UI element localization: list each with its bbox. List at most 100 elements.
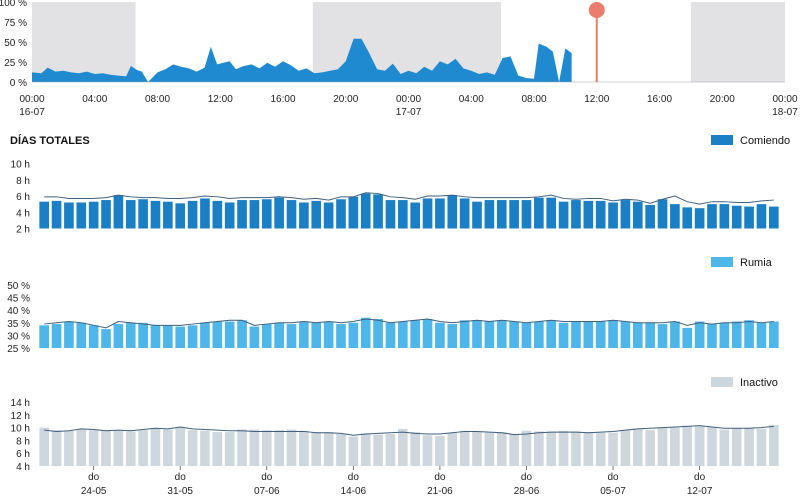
- bar: [187, 430, 198, 466]
- bar: [744, 320, 754, 348]
- bar: [348, 196, 359, 229]
- y-tick-label: 10 h: [11, 160, 30, 171]
- y-tick-label: 6 h: [16, 449, 30, 460]
- bar: [51, 430, 62, 466]
- bar: [657, 199, 668, 229]
- x-tick-date: 07-06: [254, 486, 280, 497]
- bar: [422, 319, 433, 348]
- bar: [101, 430, 111, 466]
- y-tick-label: 0 %: [10, 78, 27, 89]
- bar: [373, 434, 383, 466]
- x-tick-date: 24-05: [81, 486, 107, 497]
- bar: [385, 434, 396, 466]
- bar: [323, 202, 334, 229]
- bar: [768, 425, 779, 466]
- bar: [286, 324, 297, 348]
- bar: [571, 321, 581, 348]
- bar: [670, 321, 680, 348]
- bar: [113, 195, 124, 229]
- y-tick-label: 4 h: [16, 208, 30, 219]
- bar: [249, 326, 260, 348]
- bar: [64, 202, 74, 229]
- x-tick-date: 17-07: [396, 107, 422, 118]
- x-tick-label: do: [261, 472, 273, 483]
- x-tick-date: 16-07: [19, 107, 45, 118]
- bar: [595, 321, 606, 348]
- x-tick-date: 14-06: [341, 486, 367, 497]
- bar: [595, 432, 606, 466]
- bar: [707, 426, 717, 466]
- bar: [509, 434, 519, 466]
- x-tick-label: do: [175, 472, 187, 483]
- x-tick-date: 18-07: [772, 107, 798, 118]
- bar: [694, 426, 705, 466]
- legend-inactivo-label: Inactivo: [740, 377, 778, 389]
- x-tick-label: 20:00: [710, 94, 735, 105]
- bar: [88, 430, 99, 466]
- legend-inactivo-swatch: [711, 377, 733, 387]
- y-tick-label: 30 %: [7, 331, 30, 342]
- x-tick-label: 12:00: [208, 94, 233, 105]
- bar: [200, 430, 210, 466]
- comiendo-bar-chart: 10 h 8 h 6 h 4 h 2 h: [11, 160, 779, 236]
- bar: [373, 194, 383, 229]
- bar: [608, 320, 618, 348]
- legend-rumia-swatch: [711, 257, 733, 267]
- bar: [311, 432, 322, 466]
- bar: [397, 428, 408, 466]
- bar: [410, 320, 421, 348]
- x-tick-label: do: [521, 472, 533, 483]
- x-tick-date: 05-07: [600, 486, 626, 497]
- bar: [163, 325, 173, 348]
- bar: [88, 325, 99, 348]
- section-title: DÍAS TOTALES: [10, 134, 90, 147]
- inactivo-bar-chart: 14 h 12 h 10 h8 h 6 h 4 h do 24-05 do 31-05 do 07-…: [11, 398, 779, 497]
- night-band: [690, 2, 785, 82]
- x-tick-label: 08:00: [521, 94, 546, 105]
- x-tick-label: do: [434, 472, 446, 483]
- bar: [583, 200, 594, 229]
- bar: [187, 325, 198, 348]
- bar: [101, 329, 111, 348]
- bar: [125, 200, 136, 229]
- bar: [385, 322, 396, 348]
- bar: [261, 199, 272, 229]
- y-tick-label: 40 %: [7, 306, 30, 317]
- bar: [200, 322, 210, 348]
- bar: [323, 321, 334, 348]
- bar: [224, 432, 235, 466]
- bar: [682, 425, 693, 466]
- bar: [138, 322, 148, 348]
- bar: [249, 429, 260, 466]
- y-tick-label: 50 %: [4, 38, 27, 49]
- bar: [447, 324, 458, 348]
- bar: [620, 321, 631, 348]
- bar: [459, 430, 470, 466]
- bar: [237, 429, 247, 466]
- bar: [521, 200, 532, 229]
- bar: [447, 195, 458, 229]
- bar: [534, 197, 544, 229]
- x-tick-label: 00:00: [396, 94, 421, 105]
- bar: [744, 427, 754, 466]
- bar: [731, 321, 742, 348]
- bar: [496, 320, 507, 348]
- bar: [632, 428, 643, 466]
- bar: [756, 322, 767, 348]
- bar: [435, 322, 445, 348]
- bar: [336, 324, 346, 348]
- bar: [546, 197, 557, 229]
- x-tick-label: 04:00: [82, 94, 107, 105]
- bar: [212, 200, 223, 229]
- y-tick-label: 25 %: [4, 58, 27, 69]
- x-tick-label: 00:00: [772, 94, 797, 105]
- bar: [163, 429, 173, 466]
- rumia-bar-chart: 50 % 45 %40 % 35 %30 % 25 %: [7, 281, 779, 355]
- y-tick-label: 8 h: [16, 176, 30, 187]
- trend-line: [44, 318, 774, 329]
- bar: [125, 431, 136, 466]
- bar: [150, 200, 161, 229]
- legend-comiendo-label: Comiendo: [740, 135, 790, 147]
- legend-comiendo: Comiendo: [711, 135, 790, 147]
